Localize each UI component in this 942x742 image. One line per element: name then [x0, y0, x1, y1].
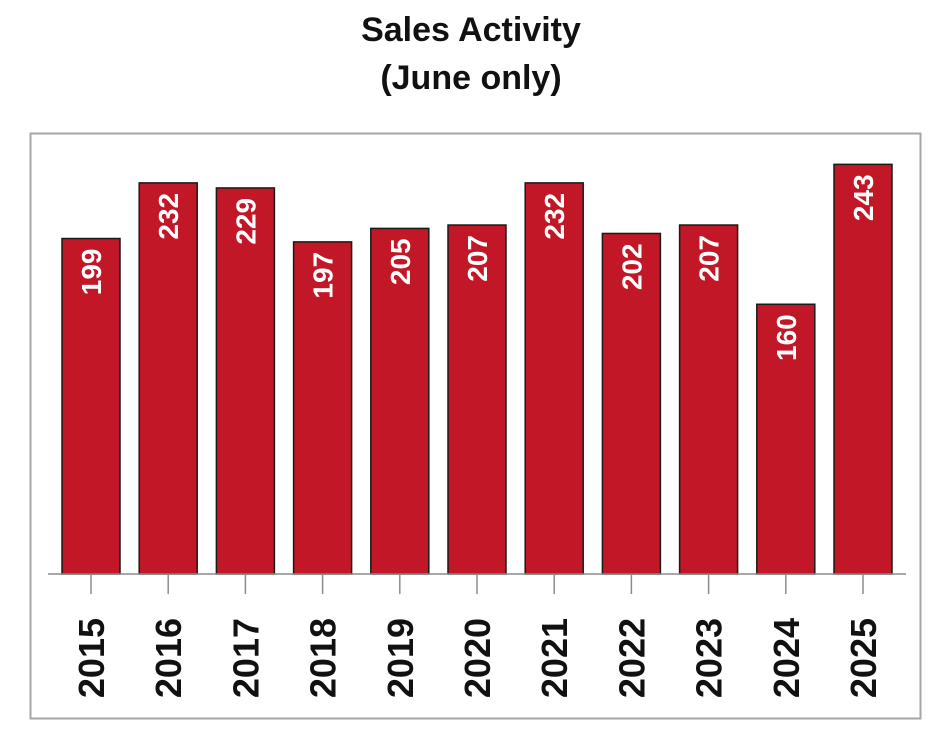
data-label-2022: 202: [616, 243, 647, 290]
data-label-2016: 232: [153, 193, 184, 240]
bar-2021: [524, 182, 584, 575]
data-label-2015: 199: [76, 249, 107, 296]
chart-subtitle: (June only): [380, 59, 562, 97]
x-tick-label-2025: 2025: [843, 618, 884, 698]
bar-2023: [678, 224, 739, 575]
x-tick-label-2022: 2022: [611, 618, 652, 698]
data-label-2020: 207: [462, 235, 493, 282]
data-label-2018: 197: [308, 252, 339, 299]
bar-2024: [756, 303, 816, 575]
data-label-2023: 207: [694, 235, 725, 282]
bar-2016: [138, 182, 198, 575]
bar-2025: [833, 163, 893, 575]
x-tick-label-2020: 2020: [457, 618, 498, 698]
data-label-2021: 232: [539, 193, 570, 240]
data-label-2025: 243: [848, 174, 879, 221]
x-ticks-group: 2015 2016 2017 2018 2019 2020 2021 2022 2023 2024…: [71, 574, 884, 698]
x-tick-label-2021: 2021: [534, 618, 575, 698]
x-tick-label-2023: 2023: [689, 618, 730, 698]
x-tick-label-2019: 2019: [380, 618, 421, 698]
x-tick-label-2024: 2024: [766, 618, 807, 698]
x-tick-label-2018: 2018: [303, 618, 344, 698]
data-label-2017: 229: [230, 198, 261, 245]
chart-title: Sales Activity: [361, 11, 581, 49]
bars-group: 199 232 229 197 205 207 232 202 207 160 243: [61, 163, 893, 575]
x-tick-label-2016: 2016: [148, 618, 189, 698]
data-label-2019: 205: [385, 238, 416, 285]
x-tick-label-2017: 2017: [225, 618, 266, 698]
bar-2017: [215, 187, 276, 575]
data-label-2024: 160: [771, 314, 802, 361]
plot-frame: [29, 132, 922, 720]
bar-2018: [292, 241, 353, 575]
x-tick-label-2015: 2015: [71, 618, 112, 698]
bar-2015: [61, 237, 121, 575]
